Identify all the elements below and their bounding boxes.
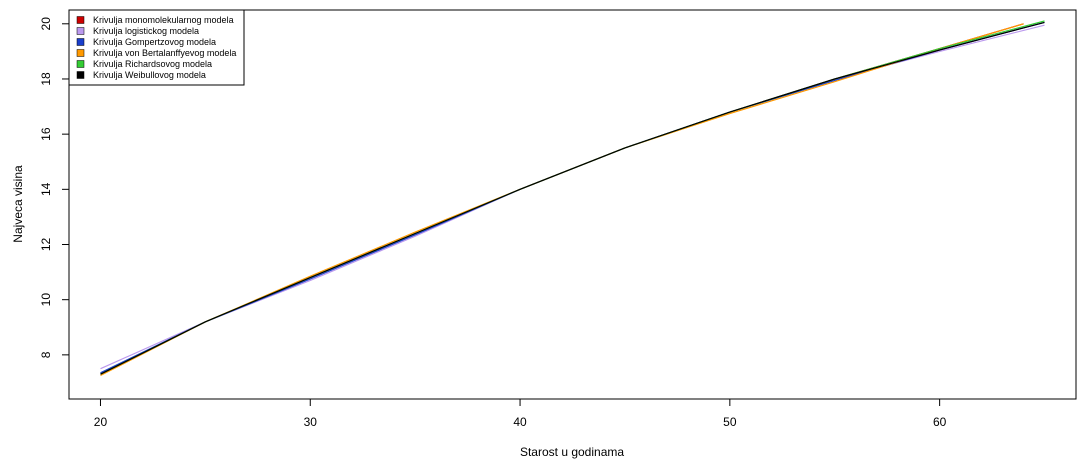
legend-label: Krivulja Richardsovog modela (93, 59, 212, 69)
legend-label: Krivulja von Bertalanffyevog modela (93, 48, 236, 58)
y-tick-label: 14 (39, 182, 53, 196)
y-tick-label: 16 (39, 127, 53, 141)
y-tick-label: 10 (39, 293, 53, 307)
y-tick-label: 12 (39, 238, 53, 252)
x-tick-label: 20 (94, 415, 108, 429)
legend-swatch (76, 27, 85, 35)
series-line-6 (100, 21, 1045, 375)
legend-label: Krivulja logistickog modela (93, 26, 199, 36)
y-tick-label: 8 (39, 351, 53, 358)
legend-label: Krivulja Weibullovog modela (93, 70, 206, 80)
plot-frame (68, 9, 1077, 400)
legend-swatch (76, 38, 85, 46)
y-axis: 8 10 12 14 16 18 20 (39, 17, 69, 358)
legend-label: Krivulja monomolekularnog modela (93, 15, 234, 25)
legend: Krivulja monomolekularnog modelaKrivulja… (68, 9, 245, 86)
y-axis-title: Najveca visina (11, 165, 25, 243)
legend-swatch (76, 71, 85, 79)
x-tick-label: 30 (304, 415, 318, 429)
x-axis-title: Starost u godinama (520, 445, 624, 459)
legend-label: Krivulja Gompertzovog modela (93, 37, 216, 47)
x-tick-label: 40 (513, 415, 527, 429)
x-tick-label: 60 (933, 415, 947, 429)
legend-swatch (76, 60, 85, 68)
y-tick-label: 18 (39, 72, 53, 86)
series-layer (100, 20, 1045, 377)
legend-swatch (76, 49, 85, 57)
x-tick-label: 50 (723, 415, 737, 429)
x-axis: 20 30 40 50 60 (94, 399, 947, 429)
legend-swatch (76, 16, 85, 24)
legend-box (68, 9, 245, 86)
y-tick-label: 20 (39, 17, 53, 31)
